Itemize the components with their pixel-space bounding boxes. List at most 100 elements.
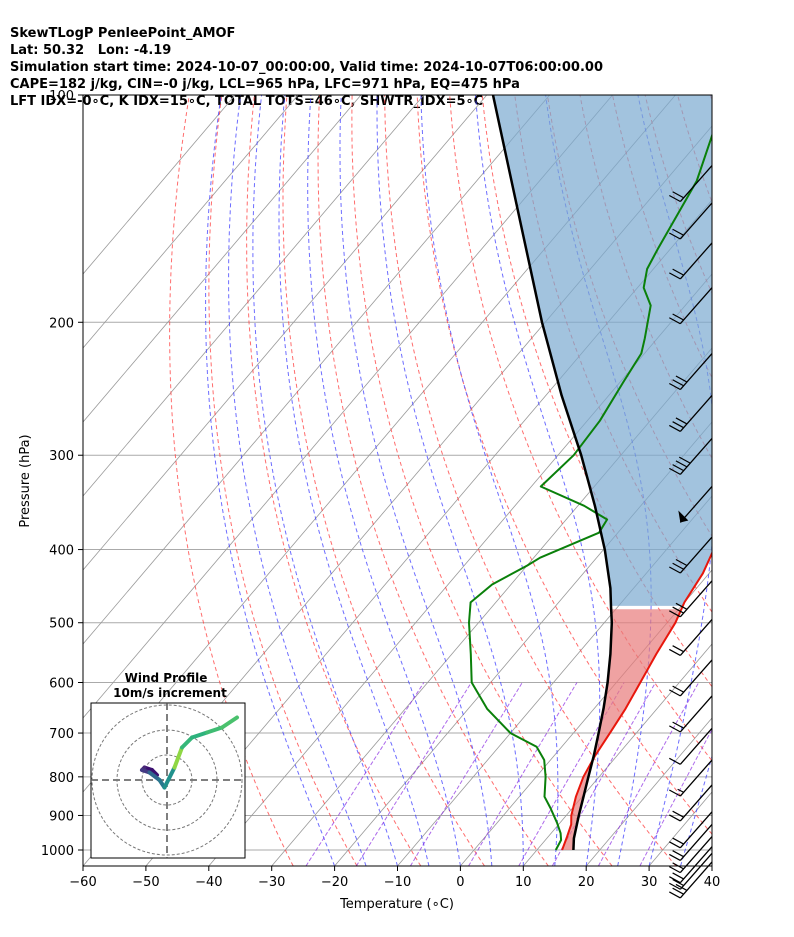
x-axis-ticks: −60 −50 −40 −30 −20 −10 0 10 20 30 40 — [69, 866, 720, 890]
wind-profile-inset: Wind Profile 10m/s increment — [90, 671, 246, 859]
y-tick-label: 900 — [49, 809, 74, 824]
moist-adiabat-line — [228, 95, 367, 866]
mixing-ratio-line — [305, 682, 425, 866]
wind-barb — [669, 165, 713, 203]
y-tick-label: 700 — [49, 727, 74, 742]
x-tick-label: −40 — [195, 875, 222, 890]
cape-area — [493, 95, 712, 606]
isotherm-line — [585, 717, 712, 866]
isotherm-line — [397, 495, 712, 866]
wind-barb — [669, 852, 713, 890]
mixing-ratio-line — [597, 682, 700, 866]
y-tick-label: 1000 — [41, 844, 74, 859]
hodograph-segment — [205, 725, 224, 735]
moist-adiabat-line — [420, 95, 559, 866]
y-tick-label: 300 — [49, 449, 74, 464]
x-tick-label: 40 — [704, 875, 721, 890]
parcel-line — [491, 95, 614, 851]
dry-adiabat-line — [743, 95, 794, 866]
x-tick-label: −30 — [258, 875, 285, 890]
inset-title-line-2: 10m/s increment — [113, 686, 227, 700]
hodograph-segment — [180, 735, 194, 750]
y-tick-label: 400 — [49, 544, 74, 559]
y-tick-label: 500 — [49, 617, 74, 632]
profile-lines — [468, 95, 712, 851]
cin-area — [562, 609, 682, 850]
mixing-ratio-line — [518, 682, 625, 866]
y-tick-label: 100 — [49, 89, 74, 104]
y-tick-label: 600 — [49, 677, 74, 692]
hodograph — [91, 703, 245, 858]
mixing-ratio-line — [409, 682, 523, 866]
isotherm-line — [83, 95, 362, 423]
wind-barb — [669, 536, 713, 574]
temperature-line — [561, 550, 712, 851]
cape-cin-fills — [493, 95, 712, 850]
moist-adiabat-line — [205, 95, 336, 866]
isotherm-line — [83, 95, 299, 349]
hodograph-segment — [162, 765, 177, 790]
dry-adiabat-line — [416, 95, 712, 835]
isotherm-line — [83, 95, 236, 275]
wind-barb — [669, 437, 713, 475]
isotherm-line — [83, 95, 550, 645]
mixing-ratio-line — [355, 682, 472, 866]
dry-adiabat-line — [481, 95, 712, 688]
wind-barbs — [669, 165, 713, 899]
x-tick-label: 10 — [515, 875, 532, 890]
x-tick-label: −50 — [132, 875, 159, 890]
x-tick-label: −10 — [384, 875, 411, 890]
inset-title-line-1: Wind Profile — [125, 671, 208, 685]
y-axis-ticks: 100 200 300 400 500 600 700 800 900 1000 — [41, 89, 83, 859]
y-axis-title: Pressure (hPa) — [18, 434, 33, 527]
wind-barb — [669, 353, 713, 391]
header-line-4: CAPE=182 j/kg, CIN=-0 j/kg, LCL=965 hPa,… — [10, 77, 520, 92]
wind-barb — [669, 824, 713, 861]
dewpoint-line — [468, 132, 712, 851]
isotherm-line — [711, 865, 712, 866]
inset-ring — [91, 704, 243, 856]
mixing-ratio-line — [639, 728, 712, 866]
hodograph-segment — [172, 745, 184, 770]
inset-ring — [141, 754, 193, 806]
wind-barb — [669, 242, 713, 280]
moist-adiabat-line — [307, 95, 461, 866]
isotherm-line — [83, 95, 425, 497]
isotherm-line — [522, 643, 712, 866]
wind-barb — [669, 784, 713, 822]
x-tick-label: 30 — [641, 875, 658, 890]
x-tick-label: −60 — [69, 875, 96, 890]
wind-barb — [669, 659, 713, 697]
wind-barb — [669, 618, 713, 656]
inset-ring — [116, 729, 218, 831]
moist-adiabat-line — [475, 95, 601, 866]
y-tick-label: 800 — [49, 771, 74, 786]
wind-barb — [669, 759, 713, 797]
moist-adiabat-line — [339, 95, 493, 866]
header-line-1: SkewTLogP PenleePoint_AMOF — [10, 26, 236, 41]
wind-barb — [669, 727, 713, 765]
x-tick-label: −20 — [321, 875, 348, 890]
wind-barb — [678, 486, 713, 523]
moist-adiabat-line — [711, 864, 712, 866]
hodograph-segment — [220, 715, 239, 730]
dry-adiabat-line — [709, 95, 712, 103]
header-line-3: Simulation start time: 2024-10-07_00:00:… — [10, 60, 603, 75]
x-axis-title: Temperature (∘C) — [339, 897, 454, 912]
dry-adiabat-line — [384, 95, 677, 866]
moist-adiabat-line — [278, 95, 430, 866]
dry-adiabat-line — [169, 95, 294, 866]
hodograph-segment — [147, 770, 162, 782]
moist-adiabat-line — [252, 95, 398, 866]
y-tick-label: 200 — [49, 316, 74, 331]
wind-barb — [669, 395, 713, 432]
x-tick-label: 20 — [578, 875, 595, 890]
wind-barb — [669, 846, 713, 884]
isotherm-line — [208, 273, 712, 866]
chart-header: SkewTLogP PenleePoint_AMOF Lat: 50.32 Lo… — [10, 8, 603, 110]
isotherm-line — [460, 569, 712, 866]
isotherm-line — [83, 95, 613, 719]
wind-barb — [669, 811, 713, 849]
dry-adiabat-line — [246, 95, 422, 866]
dry-adiabat-line — [208, 95, 358, 866]
